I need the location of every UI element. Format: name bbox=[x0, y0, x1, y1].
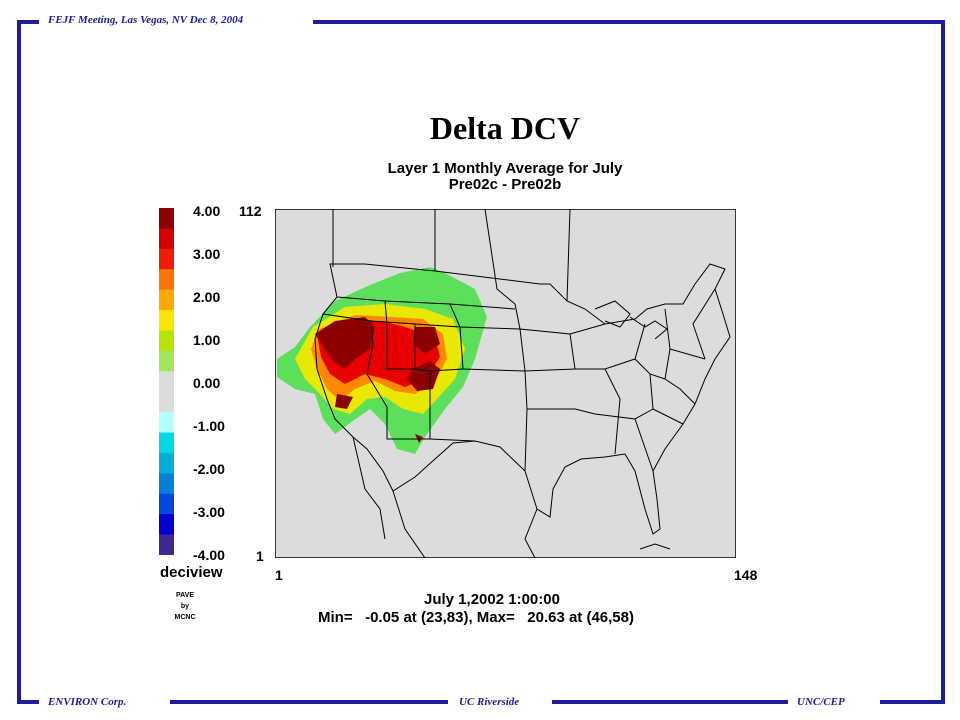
colorbar-swatch-4 bbox=[159, 289, 174, 311]
colorbar-swatch-11 bbox=[159, 432, 174, 454]
colorbar-swatch-2 bbox=[159, 248, 174, 270]
frame-top-right bbox=[313, 20, 945, 24]
colorbar-swatch-7 bbox=[159, 350, 174, 372]
credit-mcnc: MCNC bbox=[174, 614, 196, 621]
colorbar-unit: deciview bbox=[160, 564, 223, 581]
min-max-readout: Min= -0.05 at (23,83), Max= 20.63 at (46… bbox=[318, 609, 634, 626]
map-boundaries bbox=[314, 209, 731, 558]
colorbar-swatch-14 bbox=[159, 493, 174, 515]
plume-darkred bbox=[315, 317, 440, 443]
grid-x-min: 1 bbox=[275, 567, 283, 583]
colorbar-label-4: 0.00 bbox=[193, 375, 221, 391]
credit-pave: PAVE bbox=[175, 592, 195, 599]
delta-dcv-map bbox=[275, 209, 736, 558]
frame-top-left bbox=[17, 20, 39, 24]
colorbar-swatch-13 bbox=[159, 473, 174, 495]
frame-bottom-1 bbox=[17, 700, 39, 704]
colorbar-swatch-0 bbox=[159, 208, 174, 229]
colorbar-swatch-6 bbox=[159, 330, 174, 352]
colorbar-label-2: 2.00 bbox=[193, 289, 221, 305]
colorbar-label-6: -2.00 bbox=[193, 461, 225, 477]
colorbar-swatch-9 bbox=[159, 391, 174, 413]
colorbar-label-5: -1.00 bbox=[193, 418, 225, 434]
colorbar-label-1: 3.00 bbox=[193, 246, 221, 262]
colorbar-label-3: 1.00 bbox=[193, 332, 221, 348]
frame-bottom-3 bbox=[552, 700, 788, 704]
colorbar-swatch-8 bbox=[159, 371, 174, 393]
colorbar-label-7: -3.00 bbox=[193, 504, 225, 520]
frame-bottom-2 bbox=[170, 700, 448, 704]
colorbar-swatch-3 bbox=[159, 269, 174, 291]
header-meeting: FEJF Meeting, Las Vegas, NV Dec 8, 2004 bbox=[44, 14, 248, 26]
colorbar bbox=[159, 208, 174, 555]
grid-y-min: 1 bbox=[256, 548, 264, 564]
colorbar-swatch-1 bbox=[159, 228, 174, 250]
frame-bottom-4 bbox=[880, 700, 945, 704]
plot-title: Delta DCV bbox=[429, 110, 581, 146]
colorbar-swatch-5 bbox=[159, 310, 174, 331]
colorbar-label-8: -4.00 bbox=[193, 547, 225, 563]
timestamp: July 1,2002 1:00:00 bbox=[424, 591, 560, 608]
plot-subtitle-2: Pre02c - Pre02b bbox=[448, 176, 562, 193]
grid-y-max: 112 bbox=[239, 203, 262, 219]
colorbar-swatch-16 bbox=[159, 534, 174, 555]
footer-center: UC Riverside bbox=[455, 696, 524, 708]
colorbar-swatch-15 bbox=[159, 514, 174, 536]
frame-right bbox=[941, 20, 945, 704]
grid-x-max: 148 bbox=[734, 567, 758, 583]
footer-right: UNC/CEP bbox=[793, 696, 849, 708]
frame-left bbox=[17, 20, 21, 704]
plot-subtitle-1: Layer 1 Monthly Average for July bbox=[387, 160, 623, 177]
credit-by: by bbox=[180, 603, 190, 610]
colorbar-label-0: 4.00 bbox=[193, 203, 221, 219]
footer-left: ENVIRON Corp. bbox=[44, 696, 131, 708]
colorbar-swatch-12 bbox=[159, 452, 174, 474]
colorbar-swatch-10 bbox=[159, 412, 174, 434]
